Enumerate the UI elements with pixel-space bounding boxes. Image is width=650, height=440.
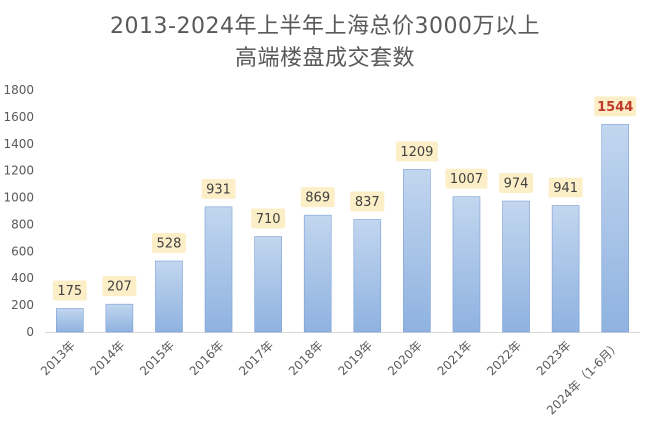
bar — [452, 196, 481, 333]
data-label: 528 — [157, 237, 182, 252]
data-label: 869 — [305, 191, 330, 206]
chart-title-line-2: 高端楼盘成交套数 — [234, 46, 415, 71]
data-label: 710 — [256, 212, 281, 227]
bar — [155, 260, 183, 333]
bar — [601, 124, 630, 333]
bar — [502, 200, 530, 333]
x-tick-label: 2013年 — [38, 338, 78, 378]
bar — [105, 303, 134, 333]
data-label-bg — [300, 187, 335, 208]
data-label: 175 — [57, 284, 82, 299]
data-label-bg — [102, 276, 137, 297]
y-tick-label: 1800 — [3, 83, 34, 97]
data-label-bg — [201, 178, 236, 199]
data-label-bg — [594, 96, 637, 117]
y-tick-label: 600 — [11, 244, 34, 258]
data-label: 1007 — [450, 172, 483, 187]
x-tick-label: 2019年 — [335, 338, 375, 378]
y-tick-label: 800 — [11, 217, 34, 231]
x-tick-label: 2022年 — [484, 338, 524, 378]
bar — [55, 308, 84, 333]
x-tick-label: 2020年 — [385, 338, 425, 378]
y-tick-label: 200 — [11, 298, 34, 312]
data-label-bg — [251, 208, 286, 229]
y-tick-label: 400 — [11, 271, 34, 285]
data-label-bg — [445, 168, 488, 189]
bar — [204, 206, 233, 333]
data-label: 974 — [504, 177, 529, 192]
data-label: 931 — [206, 182, 231, 197]
data-label: 1209 — [400, 145, 433, 160]
y-tick-label: 1000 — [3, 191, 34, 205]
y-tick-label: 1600 — [3, 110, 34, 124]
x-tick-label: 2023年 — [534, 338, 574, 378]
bar — [254, 236, 282, 333]
y-tick-label: 0 — [26, 325, 34, 339]
data-label: 207 — [107, 280, 132, 295]
bar — [403, 169, 431, 333]
bar — [353, 219, 382, 333]
data-label-bg — [395, 141, 438, 162]
data-label-bg — [350, 191, 385, 212]
y-tick-label: 1200 — [3, 164, 34, 178]
x-tick-label: 2016年 — [187, 338, 227, 378]
data-label-bg — [499, 173, 534, 194]
y-tick-label: 1400 — [3, 137, 34, 151]
data-label: 941 — [553, 181, 578, 196]
data-label: 837 — [355, 195, 380, 210]
x-tick-label: 2014年 — [88, 338, 128, 378]
bar — [303, 214, 332, 333]
data-label-bg — [52, 280, 87, 301]
data-label-bg — [548, 177, 583, 198]
data-label: 1544 — [597, 100, 633, 115]
data-label-bg — [151, 233, 186, 254]
x-tick-label: 2015年 — [137, 338, 177, 378]
x-tick-label: 2021年 — [435, 338, 475, 378]
x-tick-label: 2018年 — [286, 338, 326, 378]
chart-title-line-1: 2013-2024年上半年上海总价3000万以上 — [110, 14, 540, 39]
bar — [551, 205, 580, 333]
x-tick-label: 2017年 — [236, 338, 276, 378]
